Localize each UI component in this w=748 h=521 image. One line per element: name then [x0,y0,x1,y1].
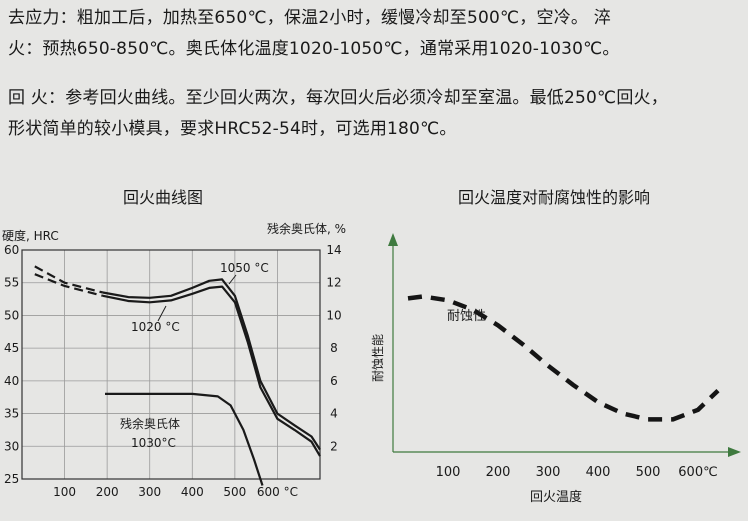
chart1-x-tick-label: 400 [181,485,204,499]
chart1-y-tick-label: 55 [4,276,19,290]
chart1-series [34,265,321,486]
chart1-ticks: 100 200 300 400 500 600 °C 25 30 35 40 45 50 55 60 2 4 6… [4,243,342,499]
chart1-plot-frame [21,249,321,480]
chart1-series-line-2 [102,285,321,457]
chart2-x-tick-label: 500 [636,465,661,480]
chart2-x-arrow [728,447,741,457]
chart1-y-tick-label: 30 [4,439,19,453]
chart1-x-tick-label: 100 [53,485,76,499]
chart1-y-tick-label: 45 [4,341,19,355]
text-line: 去应力：粗加工后，加热至650℃，保温2小时，缓慢冷却至500℃，空冷。 淬 [8,8,611,28]
annotation-retained-austenite: 残余奥氏体 [120,416,180,431]
chart1-y-tick-label: 40 [4,374,19,388]
chart1-y2-tick-label: 10 [326,308,341,322]
chart2-x-tick-label: 300 [536,465,561,480]
annotation-1030: 1030°C [131,436,176,450]
chart2-x-tick-label: 600℃ [678,465,717,480]
annotation-1020-leader [157,305,167,322]
chart1-x-tick-label: 500 [223,485,246,499]
chart1-y2-tick-label: 2 [330,439,338,453]
chart2-x-axis-label: 回火温度 [530,489,582,505]
chart2-x-tick-label: 100 [436,465,461,480]
chart2-x-tick-label: 400 [586,465,611,480]
chart1-y2-tick-label: 4 [330,407,338,421]
chart1-series-line-2-dashed [34,273,104,297]
chart1-y2-tick-label: 14 [326,243,341,257]
text-line: 形状简单的较小模具，要求HRC52-54时，可选用180℃。 [8,119,457,139]
tempering-curve-chart: 回火曲线图 硬度, HRC 残余奥氏体, % 100 200 300 400 500 60… [2,188,346,499]
chart1-x-tick-label: 300 [138,485,161,499]
chart2-title: 回火温度对耐腐蚀性的影响 [458,188,650,207]
chart1-series-line-1 [102,278,321,451]
chart1-y-axis-label: 硬度, HRC [2,228,59,243]
annotation-1050-leader [228,274,237,285]
annotation-1050: 1050 °C [220,261,269,275]
chart1-y2-tick-label: 8 [330,341,338,355]
text-line: 火：预热650-850℃。奥氏体化温度1020-1050℃，通常采用1020-1… [8,39,620,59]
tempering-paragraph: 回 火：参考回火曲线。至少回火两次，每次回火后必须冷却至室温。最低250℃回火，… [8,83,668,145]
chart1-x-tick-label: 600 °C [257,485,298,499]
chart1-series-line-1-dashed [34,265,104,294]
stress-relief-paragraph: 去应力：粗加工后，加热至650℃，保温2小时，缓慢冷却至500℃，空冷。 淬 火… [8,3,620,65]
chart1-y-tick-label: 60 [4,243,19,257]
annotation-corrosion: 耐蚀性 [447,309,486,324]
chart1-y-tick-label: 35 [4,407,19,421]
chart1-y2-tick-label: 12 [326,276,341,290]
corrosion-resistance-chart: 回火温度对耐腐蚀性的影响 耐蚀性能 回火温度 100 200 300 400 500 60… [371,188,741,505]
chart1-title: 回火曲线图 [123,188,203,207]
chart2-y-arrow [388,233,398,246]
chart1-y-tick-label: 50 [4,308,19,322]
chart2-ticks: 100 200 300 400 500 600℃ [436,465,718,480]
chart1-y-tick-label: 25 [4,472,19,486]
chart1-x-tick-label: 200 [96,485,119,499]
chart2-y-axis-label: 耐蚀性能 [371,334,385,382]
chart1-y2-tick-label: 6 [330,374,338,388]
text-line: 回 火：参考回火曲线。至少回火两次，每次回火后必须冷却至室温。最低250℃回火， [8,88,668,108]
annotation-1020: 1020 °C [131,320,180,334]
chart1-y2-axis-label: 残余奥氏体, % [267,221,346,236]
chart1-grid [22,250,320,479]
chart1-series-line-3 [105,392,264,486]
chart2-x-tick-label: 200 [486,465,511,480]
